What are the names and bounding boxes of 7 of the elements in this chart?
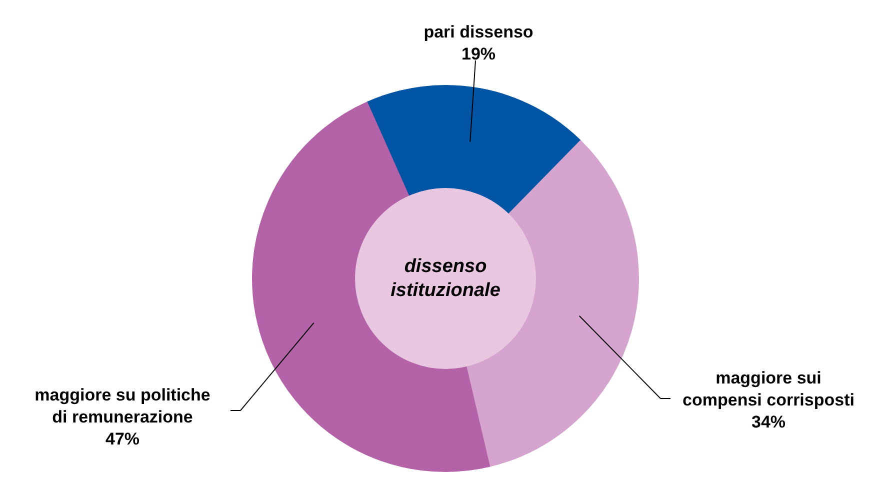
data-label: 34%	[751, 412, 786, 432]
slice-label: maggiore su politiche di remunerazione	[34, 386, 210, 426]
slice-label: pari dissenso	[424, 22, 534, 42]
text: dissenso istituzionale	[390, 256, 501, 301]
slice-label: maggiore sui compensi corrisposti	[682, 368, 854, 410]
data-label: 19%	[461, 44, 496, 64]
data-label: 47%	[105, 430, 140, 448]
